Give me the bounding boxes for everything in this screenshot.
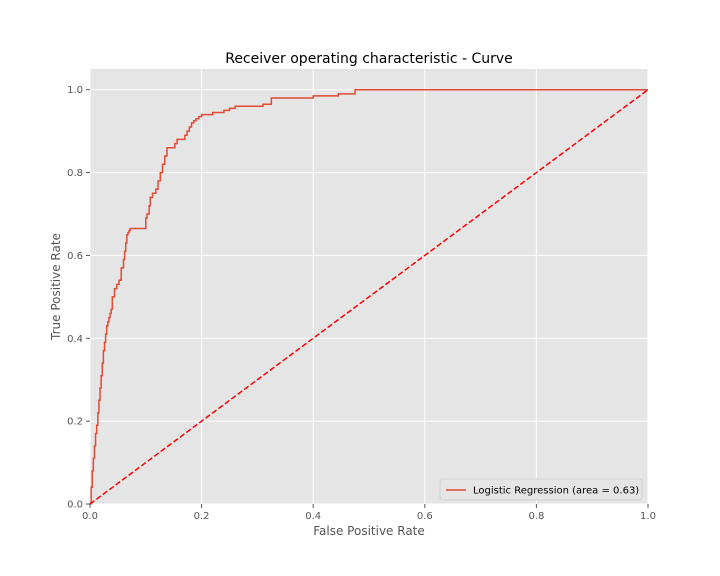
y-tick-label: 0.8 <box>67 168 83 179</box>
y-tick-label: 0.6 <box>67 251 83 262</box>
roc-curve-line <box>90 88 648 505</box>
x-tick-label: 0.6 <box>417 511 433 522</box>
series-layer <box>89 88 649 505</box>
y-tick-label: 0.0 <box>67 500 83 511</box>
x-tick-label: 0.0 <box>82 511 98 522</box>
grid <box>89 69 649 505</box>
x-axis-label: False Positive Rate <box>313 524 425 538</box>
y-tick-label: 0.4 <box>67 334 83 345</box>
x-tick-label: 0.4 <box>305 511 321 522</box>
x-tick-label: 0.8 <box>528 511 544 522</box>
legend-box <box>439 478 643 501</box>
x-tick-label: 0.2 <box>194 511 210 522</box>
legend: Logistic Regression (area = 0.63) <box>439 478 643 501</box>
legend-entry: Logistic Regression (area = 0.63) <box>473 486 639 497</box>
y-axis-label: True Positive Rate <box>49 233 63 341</box>
y-tick-label: 0.2 <box>67 417 83 428</box>
plot-background <box>90 69 648 504</box>
ticks: 0.0 0.2 0.4 0.6 0.8 1.0 0.0 0.2 0.4 0.6 0.8 1.0 <box>67 85 656 522</box>
y-tick-label: 1.0 <box>67 85 83 96</box>
x-tick-label: 1.0 <box>640 511 656 522</box>
chance-diagonal-line <box>89 89 649 505</box>
chart-title: Receiver operating characteristic - Curv… <box>225 51 513 67</box>
